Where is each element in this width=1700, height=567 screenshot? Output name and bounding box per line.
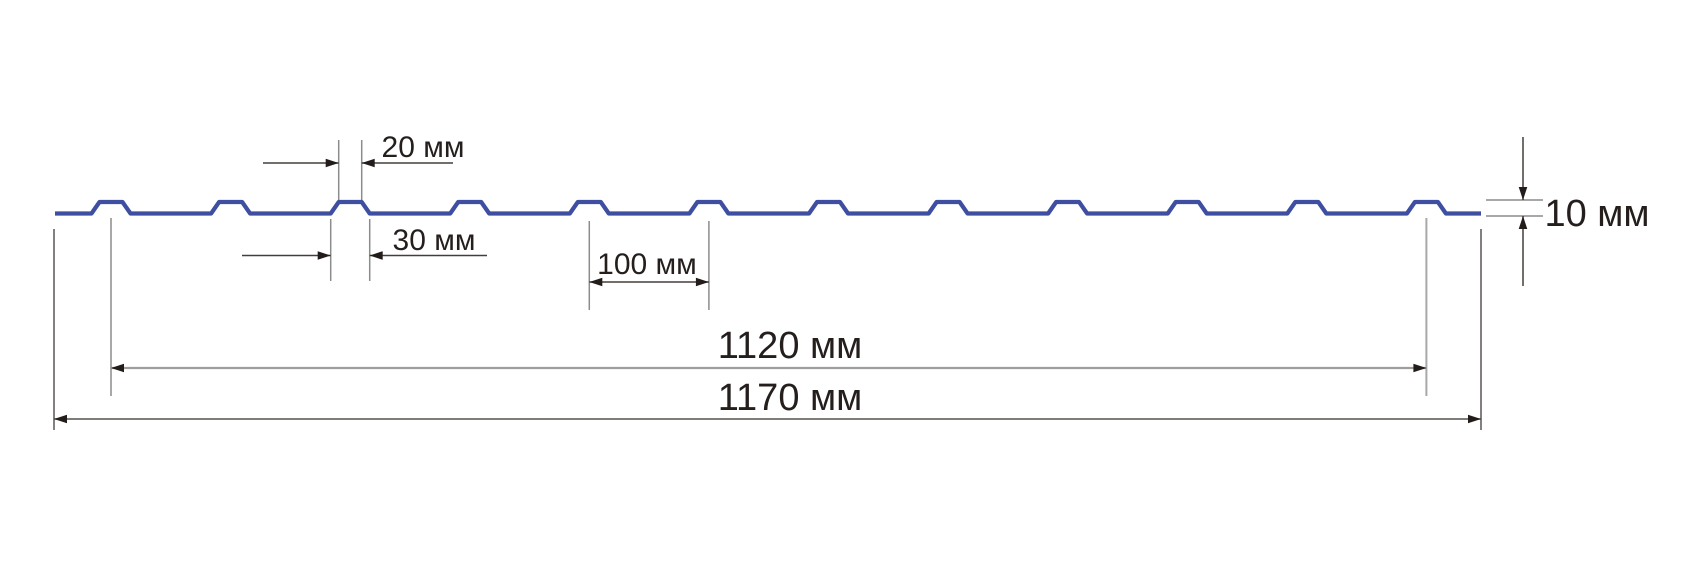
dim-label-overall-width: 1170 мм bbox=[718, 377, 863, 419]
arrowhead bbox=[361, 158, 375, 168]
dim-label-rib-pitch: 100 мм bbox=[597, 248, 697, 281]
arrowhead bbox=[589, 277, 603, 287]
sheet-profile bbox=[55, 199, 1481, 216]
arrowhead bbox=[54, 414, 67, 424]
dim-label-rib-bottom-width: 30 мм bbox=[393, 224, 476, 257]
arrowhead bbox=[325, 158, 339, 168]
arrowhead bbox=[111, 363, 124, 373]
label-layer: 20 мм 30 мм 100 мм 1120 мм 1170 мм 10 мм bbox=[382, 131, 1650, 419]
arrowhead bbox=[1413, 363, 1427, 373]
dim-label-rib-top-width: 20 мм bbox=[382, 131, 465, 164]
arrowhead bbox=[695, 277, 709, 287]
arrowhead bbox=[1518, 187, 1528, 200]
arrowhead bbox=[317, 251, 331, 260]
geometry-layer bbox=[53, 137, 1543, 430]
arrowhead bbox=[1518, 216, 1528, 229]
arrowhead bbox=[1468, 414, 1481, 424]
dim-label-working-width: 1120 мм bbox=[718, 325, 863, 367]
dim-label-profile-height: 10 мм bbox=[1544, 193, 1649, 235]
arrowhead bbox=[369, 251, 383, 260]
